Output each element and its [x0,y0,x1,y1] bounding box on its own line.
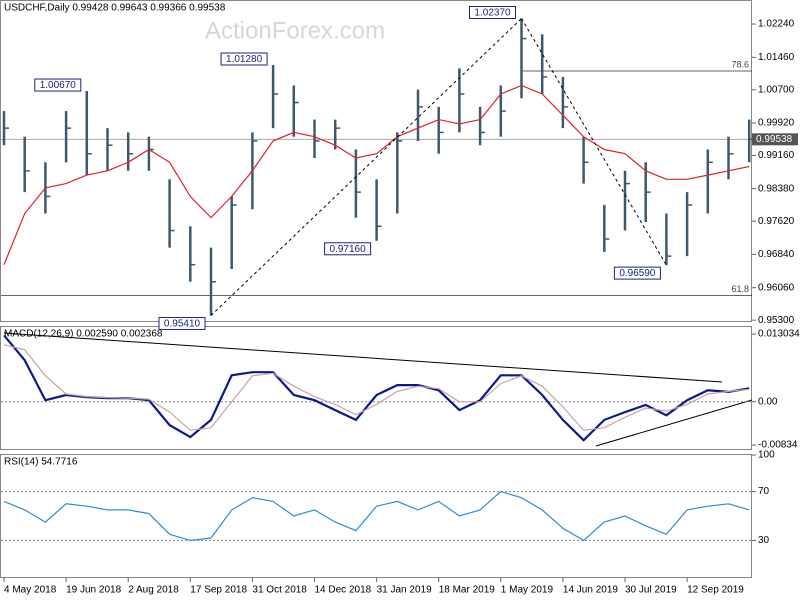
macd-title: MACD(12,26,9) 0.002590 0.002368 [4,329,163,340]
y-tick-label: 0.98380 [758,183,795,194]
annotation-box [324,242,372,256]
x-tick-label: 12 Sep 2019 [687,585,744,596]
indicator-line [3,344,750,431]
x-tick-label: 1 May 2019 [501,585,554,596]
x-tick-label: 14 Jun 2019 [563,585,618,596]
annotation-label: 0.95410 [164,319,201,330]
moving-average [3,84,750,265]
annotation-label: 0.97160 [330,244,367,255]
rsi-panel [0,454,752,578]
y-tick-label: 0.96840 [758,249,795,260]
price-title: USDCHF,Daily 0.99428 0.99643 0.99366 0.9… [4,3,226,14]
y-tick-label: 0.00 [758,396,778,407]
annotation-label: 0.96590 [619,268,656,279]
y-tick-label: 0.99920 [758,118,795,129]
x-tick-label: 31 Jan 2019 [377,585,432,596]
y-tick-label: 0.013034 [758,329,800,340]
annotation-label: 1.00670 [40,80,77,91]
y-tick-label: 30 [758,535,770,546]
x-tick-label: 18 Mar 2019 [439,585,496,596]
y-tick-label: 100 [758,450,775,461]
indicator-line [3,490,750,542]
annotation-box [34,78,82,92]
annotation-label: 1.02370 [474,8,511,19]
macd-trendline [3,332,723,383]
last-price-box [752,133,798,146]
x-tick-label: 19 Jun 2018 [66,585,121,596]
macd-trendline [595,399,753,447]
x-tick-label: 17 Sep 2018 [190,585,247,596]
y-tick-label: 1.02240 [758,19,795,30]
annotation-box [220,52,268,66]
y-tick-label: 0.99160 [758,150,795,161]
y-tick-label: 0.96060 [758,282,795,293]
fib-label: 78.6 [731,59,749,69]
last-price-label: 0.99538 [756,134,793,145]
y-tick-label: 0.97620 [758,216,795,227]
rsi-title: RSI(14) 54.7716 [4,457,78,468]
x-tick-label: 31 Oct 2018 [252,585,307,596]
y-tick-label: 70 [758,486,770,497]
y-tick-label: 1.00700 [758,84,795,95]
y-tick-label: 0.95300 [758,315,795,326]
annotation-box [158,316,206,330]
x-tick-label: 30 Jul 2019 [625,585,677,596]
fib-label: 61.8 [731,284,749,294]
annotation-label: 1.01280 [226,54,263,65]
watermark: ActionForex.com [205,17,385,44]
annotation-box [613,266,661,280]
y-tick-label: 1.01460 [758,52,795,63]
y-tick-label: -0.00834 [758,440,798,451]
x-tick-label: 4 May 2018 [4,585,57,596]
macd-panel [0,326,752,450]
x-tick-label: 2 Aug 2018 [128,585,179,596]
x-tick-label: 14 Dec 2018 [315,585,372,596]
annotation-box [469,5,516,19]
